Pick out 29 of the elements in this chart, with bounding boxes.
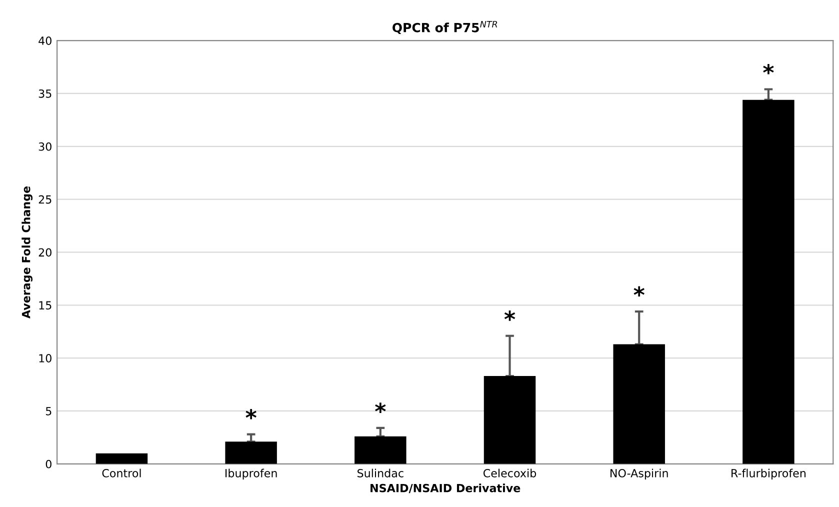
data-label: *: [634, 286, 644, 297]
y-tick-label: 30: [38, 142, 52, 151]
data-label: *: [375, 402, 386, 413]
bar: [613, 344, 665, 464]
y-tick-label: 0: [46, 460, 52, 468]
bar: [225, 442, 277, 464]
x-tick-label: Sulindac: [358, 468, 404, 478]
bar: [742, 100, 794, 464]
y-tick-label: 35: [38, 89, 52, 98]
y-tick-label: 25: [38, 195, 52, 204]
data-label: *: [763, 64, 774, 74]
y-tick-label: 5: [46, 407, 52, 416]
x-axis-title: NSAID/NSAID Derivative: [370, 484, 520, 494]
x-tick-label: NO-Aspirin: [610, 468, 668, 480]
bar: [484, 376, 536, 464]
x-tick-label: Ibuprofen: [225, 468, 277, 480]
y-tick-label: 10: [39, 354, 52, 362]
y-tick-label: 20: [38, 248, 52, 257]
x-tick-label: R-flurbiprofen: [732, 468, 806, 480]
x-tick-label: Celecoxib: [483, 468, 536, 478]
y-tick-label: 40: [38, 36, 52, 45]
y-tick-label: 15: [39, 301, 52, 310]
chart-title: QPCR of P75$^{NTR}$: [392, 20, 498, 34]
bar: [96, 453, 148, 464]
data-label: *: [504, 310, 516, 321]
y-axis-title: Average Fold Change: [22, 186, 32, 319]
bar: [354, 436, 406, 464]
data-label: *: [246, 408, 256, 420]
x-tick-label: Control: [102, 468, 141, 478]
